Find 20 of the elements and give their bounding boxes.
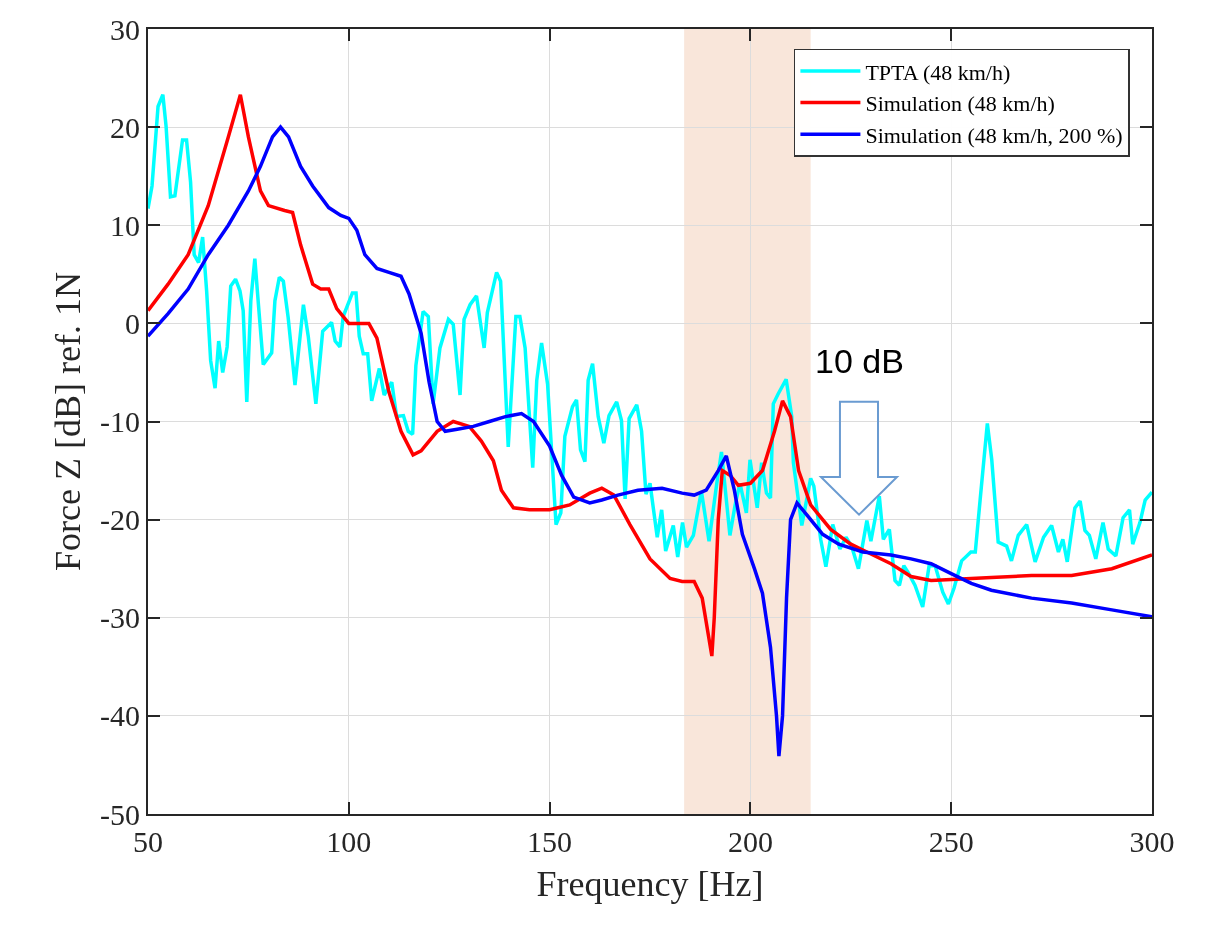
y-tick-label: -20 [100,503,140,537]
annotation: 10 dB [815,342,904,380]
x-tick-label: 300 [1129,825,1175,858]
y-tick-label: -10 [100,405,140,438]
x-tick-label: 150 [527,825,573,858]
legend-label: TPTA (48 km/h) [865,59,1011,85]
y-tick-label: -30 [100,601,140,635]
y-tick-label: 30 [110,12,140,46]
x-axis-title: Frequency [Hz] [536,864,764,905]
legend-label: Simulation (48 km/h) [865,91,1055,117]
y-tick-label: 20 [110,110,140,144]
y-tick-label: -40 [100,699,140,733]
y-tick-label: 10 [110,208,140,242]
legend-label: Simulation (48 km/h, 200 %) [865,122,1123,148]
x-tick-label: 200 [727,825,773,858]
line-series [148,125,1152,758]
x-tick-label: 250 [928,825,974,858]
x-tick-label: 100 [326,825,372,858]
y-tick-label: 0 [125,306,140,340]
y-axis-title: Force Z [dB] ref. 1N [48,272,89,571]
